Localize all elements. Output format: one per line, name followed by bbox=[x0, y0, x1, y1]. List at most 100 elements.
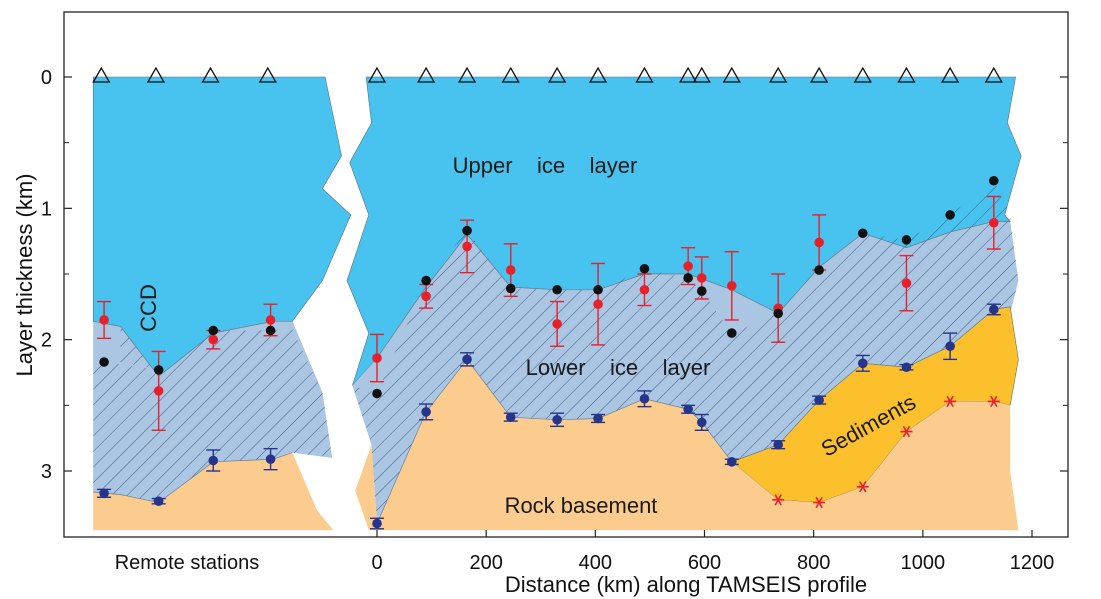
x-axis-label: Distance (km) along TAMSEIS profile bbox=[505, 572, 867, 597]
x-tick-label-4: 800 bbox=[797, 552, 830, 574]
profile-black-point-3 bbox=[505, 283, 516, 294]
remote-blue-point-0 bbox=[99, 488, 109, 499]
x-tick-label-5: 1000 bbox=[901, 552, 946, 574]
profile-blue-point-4 bbox=[552, 414, 562, 425]
profile-hatched-area bbox=[352, 180, 1019, 524]
profile-blue-point-2 bbox=[462, 354, 472, 365]
station-triangle-profile-9 bbox=[722, 66, 741, 83]
x-tick-label-3: 600 bbox=[688, 552, 721, 574]
profile-red-point-4 bbox=[552, 319, 562, 329]
x-tick-label-0: 0 bbox=[371, 552, 382, 574]
sediment-base-star-0-stroke-2 bbox=[774, 494, 782, 506]
profile-blue-point-10 bbox=[773, 439, 783, 450]
y-axis-label: Layer thickness (km) bbox=[12, 174, 37, 377]
sediment-base-star-2 bbox=[856, 481, 869, 493]
remote-blue-point-1 bbox=[153, 496, 164, 507]
station-triangle-remote-0 bbox=[92, 66, 111, 83]
profile-red-point-9 bbox=[726, 281, 737, 291]
station-triangle-profile-10 bbox=[769, 66, 788, 83]
station-triangle-profile-6 bbox=[635, 66, 654, 83]
station-triangle-profile-1 bbox=[417, 66, 436, 83]
sediment-base-star-3 bbox=[900, 426, 913, 438]
profile-blue-point-13 bbox=[901, 362, 912, 373]
x-tick-label-1: 200 bbox=[469, 552, 502, 574]
profile-red-point-0 bbox=[372, 353, 382, 363]
region-label-lower-ice: Lower ice layer bbox=[526, 355, 711, 380]
remote-black-point-1 bbox=[153, 365, 164, 375]
upper-ice-boundary bbox=[376, 221, 1011, 359]
station-triangle-profile-0 bbox=[367, 66, 387, 83]
profile-red-point-12 bbox=[901, 278, 912, 288]
profile-blue-point-11 bbox=[814, 395, 824, 405]
profile-black-point-1 bbox=[421, 275, 431, 286]
x-tick-label-6: 1200 bbox=[1010, 552, 1055, 574]
remote-ice-boundary bbox=[93, 320, 293, 377]
profile-red-point-5 bbox=[593, 299, 603, 310]
station-triangle-profile-2 bbox=[457, 66, 477, 83]
profile-black-point-2 bbox=[462, 225, 472, 236]
remote-rock-boundary bbox=[93, 452, 293, 503]
profile-black-point-14 bbox=[945, 210, 955, 220]
sediment-base-star-5-stroke-2 bbox=[990, 395, 998, 407]
profile-red-point-7 bbox=[683, 261, 693, 271]
station-triangle-profile-15 bbox=[984, 66, 1003, 83]
sediment-base-star-0 bbox=[772, 494, 785, 506]
station-triangle-profile-11 bbox=[810, 66, 829, 83]
profile-black-point-11 bbox=[814, 265, 824, 275]
region-label-rock: Rock basement bbox=[505, 493, 658, 518]
y-tick-label-3: 3 bbox=[41, 461, 52, 483]
profile-blue-point-14 bbox=[945, 341, 955, 352]
profile-blue-point-9 bbox=[726, 457, 737, 467]
region-label-ccd: CCD bbox=[136, 284, 161, 332]
remote-blue-point-3 bbox=[265, 454, 276, 464]
y-tick-label-1: 1 bbox=[41, 198, 52, 220]
station-triangle-profile-8 bbox=[692, 66, 711, 83]
profile-blue-point-5 bbox=[593, 413, 603, 424]
region-label-upper-ice: Upper ice layer bbox=[453, 153, 638, 178]
profile-rock-area bbox=[355, 359, 1019, 531]
profile-blue-point-8 bbox=[696, 417, 707, 428]
profile-black-point-8 bbox=[696, 286, 707, 296]
profile-blue-point-6 bbox=[639, 393, 650, 404]
remote-hatched-wedge bbox=[120, 326, 214, 377]
profile-blue-point-12 bbox=[857, 358, 868, 369]
station-triangle-remote-2 bbox=[201, 66, 220, 83]
profile-red-point-8 bbox=[696, 273, 707, 283]
station-triangle-profile-7 bbox=[679, 66, 698, 83]
remote-black-point-2 bbox=[208, 325, 219, 336]
station-triangle-remote-1 bbox=[146, 66, 166, 83]
station-triangle-profile-4 bbox=[548, 66, 567, 83]
station-triangle-profile-3 bbox=[501, 66, 520, 83]
profile-red-point-1 bbox=[421, 291, 431, 302]
profile-red-point-11 bbox=[814, 237, 824, 248]
profile-black-point-7 bbox=[683, 273, 693, 283]
remote-stations-label: Remote stations bbox=[115, 552, 260, 574]
station-triangle-profile-5 bbox=[588, 66, 608, 83]
sediment-base-star-4-stroke-2 bbox=[946, 395, 954, 407]
profile-blue-point-3 bbox=[505, 412, 516, 422]
profile-blue-point-15 bbox=[988, 304, 999, 315]
profile-blue-point-1 bbox=[421, 407, 431, 417]
profile-red-point-13 bbox=[988, 217, 999, 228]
remote-blue-point-2 bbox=[208, 455, 219, 466]
profile-blue-point-7 bbox=[683, 404, 693, 415]
remote-black-point-3 bbox=[265, 325, 276, 336]
x-tick-label-2: 400 bbox=[579, 552, 612, 574]
sediment-base-star-3-stroke-2 bbox=[902, 426, 911, 438]
profile-black-point-12 bbox=[857, 228, 868, 239]
station-triangle-remote-3 bbox=[258, 66, 277, 83]
profile-black-point-13 bbox=[901, 235, 912, 245]
profile-red-point-2 bbox=[462, 241, 472, 252]
profile-black-point-6 bbox=[639, 263, 650, 274]
profile-black-point-9 bbox=[726, 328, 737, 338]
station-triangle-profile-12 bbox=[853, 66, 872, 83]
profile-black-point-0 bbox=[372, 388, 382, 399]
station-triangle-profile-13 bbox=[897, 66, 916, 83]
sediment-base-star-5 bbox=[987, 395, 1000, 407]
profile-blue-point-0 bbox=[372, 518, 382, 529]
remote-black-point-0 bbox=[99, 357, 109, 367]
sediment-base-star-2-stroke-2 bbox=[859, 481, 867, 493]
y-tick-label-2: 2 bbox=[41, 330, 52, 352]
y-tick-label-0: 0 bbox=[41, 67, 52, 89]
